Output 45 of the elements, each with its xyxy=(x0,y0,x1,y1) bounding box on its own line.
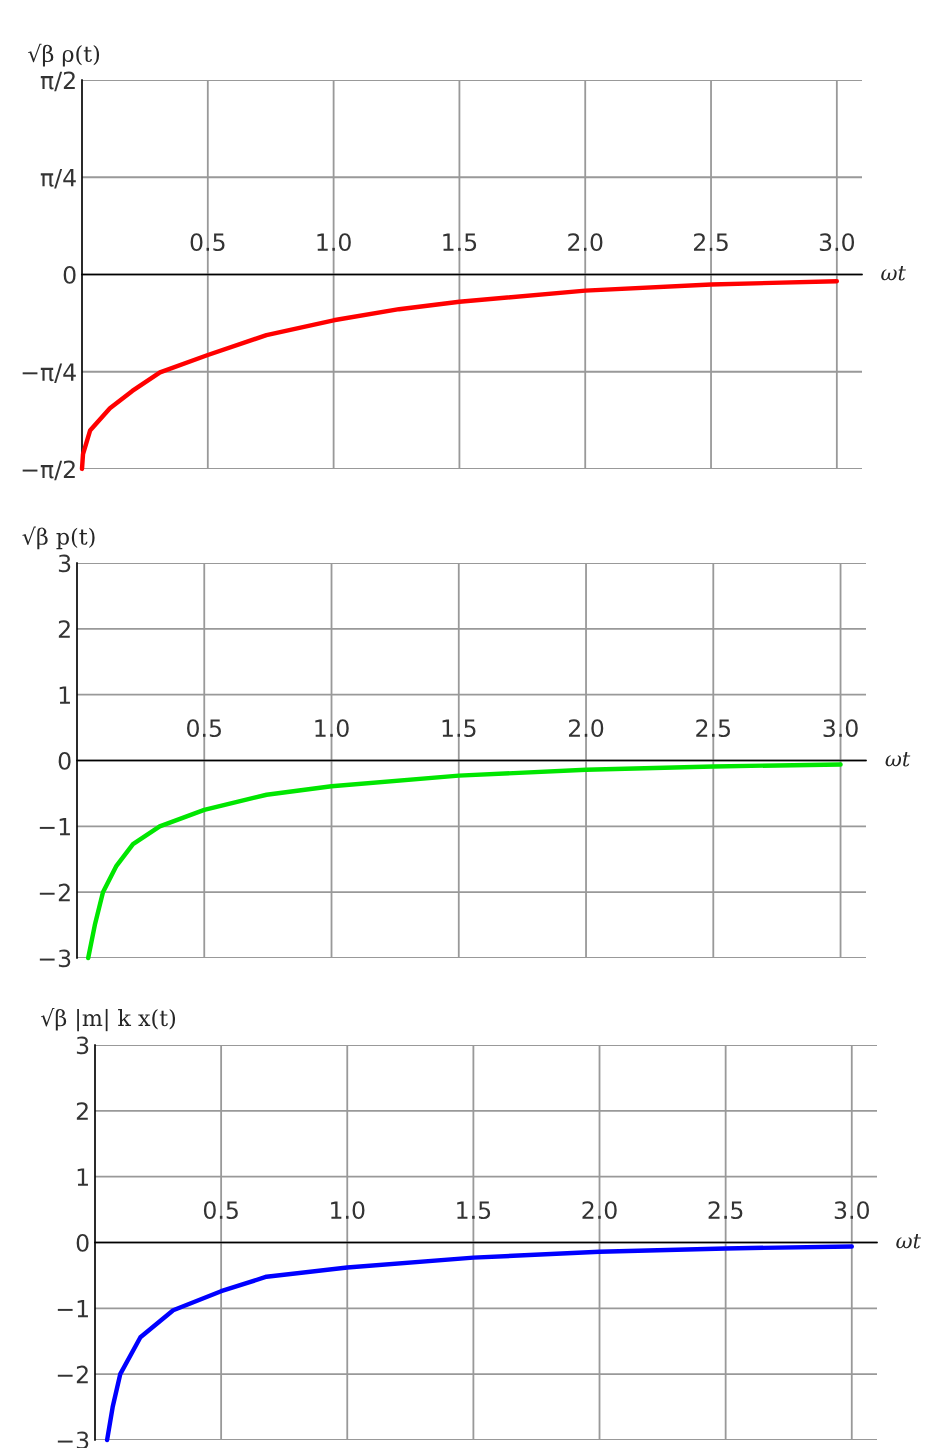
x-tick-label: 2.0 xyxy=(582,1201,617,1220)
x-tick-label: 0.5 xyxy=(203,1201,238,1220)
y-tick-label: 2 xyxy=(76,1102,88,1120)
line-series xyxy=(85,762,843,961)
x-axis-title: ωt xyxy=(885,752,911,767)
x-tick-label: 2.5 xyxy=(696,719,730,738)
y-axis-title: √β p(t) xyxy=(22,526,95,550)
y-axis-title: √β |m| k x(t) xyxy=(40,1007,176,1032)
x-tick-label: 2.0 xyxy=(568,233,603,252)
x-tick-label: 2.5 xyxy=(708,1201,743,1220)
y-tick-label: −2 xyxy=(57,1365,88,1384)
y-tick-label: π/4 xyxy=(40,169,76,189)
y-tick-label: 0 xyxy=(63,265,76,284)
y-tick-label: 1 xyxy=(59,686,70,704)
line-series xyxy=(79,279,840,472)
x-tick-label: 0.5 xyxy=(190,233,225,252)
x-axis-title: ωt xyxy=(881,266,906,281)
x-tick-label: 0.5 xyxy=(187,719,221,738)
y-tick-label: 1 xyxy=(77,1168,88,1186)
line-series xyxy=(104,1244,854,1443)
y-tick-label: 0 xyxy=(76,1233,89,1252)
x-tick-label: 1.0 xyxy=(317,233,351,252)
y-tick-label: π/2 xyxy=(40,71,75,92)
x-tick-label: 2.5 xyxy=(693,233,728,252)
y-tick-label: −π/4 xyxy=(22,363,76,383)
y-tick-label: −3 xyxy=(39,949,71,968)
x-tick-label: 1.0 xyxy=(315,719,349,738)
x-tick-label: 2.0 xyxy=(568,719,604,738)
y-tick-label: 3 xyxy=(76,1036,89,1055)
y-tick-label: −2 xyxy=(39,883,70,902)
y-tick-label: −1 xyxy=(57,1300,88,1318)
x-tick-label: 3.0 xyxy=(834,1201,869,1220)
x-axis-title: ωt xyxy=(896,1234,921,1249)
y-tick-label: 0 xyxy=(58,751,71,770)
y-tick-label: −1 xyxy=(39,818,70,836)
x-tick-label: 1.0 xyxy=(331,1201,365,1220)
x-tick-label: 3.0 xyxy=(823,719,858,738)
y-tick-label: 2 xyxy=(58,620,70,638)
y-tick-label: 3 xyxy=(58,554,71,573)
x-tick-label: 1.5 xyxy=(457,1201,491,1220)
x-tick-label: 1.5 xyxy=(442,719,476,738)
x-tick-label: 3.0 xyxy=(819,233,855,252)
y-axis-title: √β ρ(t) xyxy=(28,43,100,67)
y-tick-label: −π/2 xyxy=(22,460,75,481)
x-tick-label: 1.5 xyxy=(443,233,477,252)
